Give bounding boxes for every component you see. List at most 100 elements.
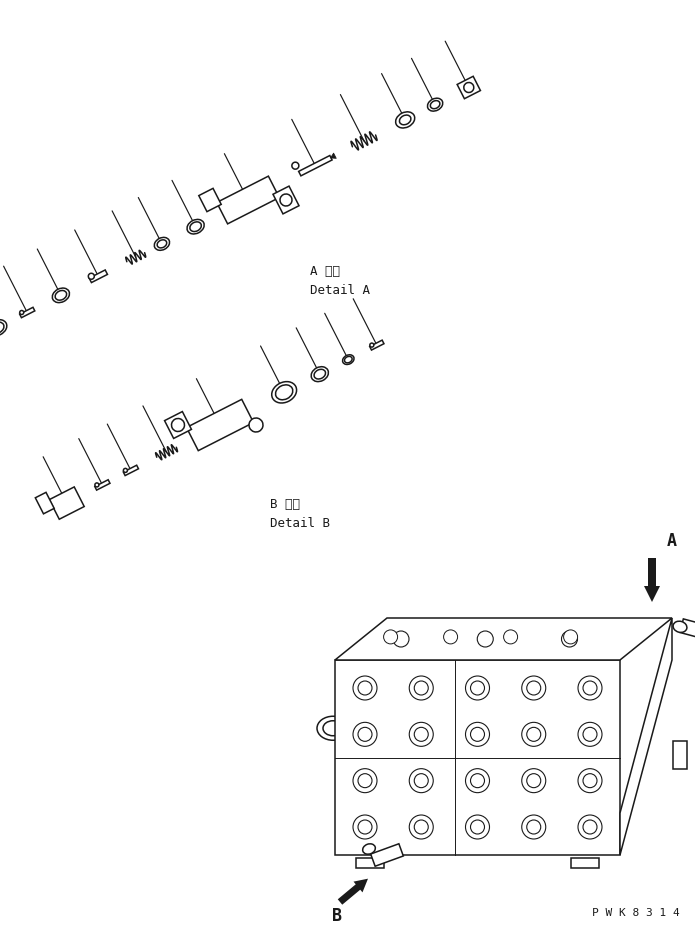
Circle shape [522, 723, 546, 746]
Polygon shape [680, 619, 695, 641]
Circle shape [562, 631, 578, 647]
Circle shape [466, 815, 489, 839]
Ellipse shape [400, 115, 411, 124]
Ellipse shape [427, 98, 443, 111]
Circle shape [414, 774, 428, 788]
Ellipse shape [187, 219, 204, 234]
Polygon shape [217, 176, 279, 224]
Circle shape [471, 774, 484, 788]
Circle shape [409, 768, 433, 793]
FancyArrow shape [338, 879, 368, 905]
Ellipse shape [292, 162, 299, 169]
Ellipse shape [345, 357, 352, 363]
Polygon shape [370, 843, 403, 866]
Circle shape [353, 815, 377, 839]
Circle shape [564, 630, 578, 644]
Ellipse shape [314, 370, 325, 379]
Ellipse shape [343, 355, 354, 364]
Polygon shape [123, 465, 138, 475]
Ellipse shape [395, 111, 415, 128]
Polygon shape [571, 858, 599, 868]
Circle shape [504, 630, 518, 644]
Circle shape [414, 681, 428, 695]
Circle shape [522, 768, 546, 793]
Polygon shape [331, 153, 336, 158]
Ellipse shape [272, 382, 297, 403]
FancyArrow shape [644, 558, 660, 602]
Circle shape [527, 681, 541, 695]
Polygon shape [335, 618, 672, 660]
Ellipse shape [190, 222, 202, 231]
Ellipse shape [363, 843, 375, 855]
Text: B: B [332, 907, 342, 925]
Polygon shape [299, 155, 332, 176]
Ellipse shape [430, 101, 440, 109]
Text: A 詳細
Detail A: A 詳細 Detail A [310, 265, 370, 297]
Polygon shape [620, 618, 672, 855]
Circle shape [471, 727, 484, 741]
Ellipse shape [55, 290, 67, 300]
Polygon shape [95, 480, 110, 490]
Polygon shape [186, 400, 254, 450]
Ellipse shape [88, 273, 95, 279]
Circle shape [471, 681, 484, 695]
Circle shape [414, 727, 428, 741]
Polygon shape [673, 740, 687, 768]
Circle shape [583, 774, 597, 788]
Circle shape [466, 723, 489, 746]
Polygon shape [370, 340, 384, 350]
Circle shape [393, 631, 409, 647]
Text: A: A [667, 532, 677, 550]
Polygon shape [49, 487, 84, 519]
Circle shape [471, 820, 484, 834]
Circle shape [466, 676, 489, 700]
Circle shape [578, 815, 602, 839]
Ellipse shape [323, 721, 343, 736]
Circle shape [578, 676, 602, 700]
Circle shape [578, 723, 602, 746]
Circle shape [527, 774, 541, 788]
Ellipse shape [52, 288, 70, 302]
Circle shape [583, 681, 597, 695]
Ellipse shape [19, 311, 24, 314]
Circle shape [358, 681, 372, 695]
Circle shape [578, 768, 602, 793]
Ellipse shape [280, 194, 292, 206]
Circle shape [522, 676, 546, 700]
Polygon shape [89, 270, 108, 283]
Circle shape [522, 815, 546, 839]
Circle shape [409, 676, 433, 700]
Polygon shape [19, 307, 35, 317]
Circle shape [583, 820, 597, 834]
Ellipse shape [464, 82, 474, 93]
Ellipse shape [172, 418, 184, 431]
Circle shape [409, 723, 433, 746]
Circle shape [527, 727, 541, 741]
Polygon shape [165, 412, 191, 438]
Ellipse shape [673, 622, 687, 633]
Ellipse shape [275, 385, 293, 400]
Ellipse shape [95, 483, 99, 487]
Circle shape [409, 815, 433, 839]
Polygon shape [356, 858, 384, 868]
Circle shape [358, 820, 372, 834]
Ellipse shape [370, 344, 374, 347]
Ellipse shape [311, 367, 329, 382]
Polygon shape [273, 186, 299, 214]
Circle shape [583, 727, 597, 741]
Polygon shape [335, 660, 620, 855]
Circle shape [477, 631, 493, 647]
Text: P W K 8 3 1 4: P W K 8 3 1 4 [592, 908, 680, 918]
Circle shape [527, 820, 541, 834]
Ellipse shape [154, 238, 170, 250]
Ellipse shape [249, 418, 263, 432]
Polygon shape [35, 492, 54, 514]
Text: B 詳細
Detail B: B 詳細 Detail B [270, 498, 330, 530]
Ellipse shape [317, 716, 349, 740]
Polygon shape [199, 188, 221, 212]
Circle shape [443, 630, 457, 644]
Circle shape [358, 774, 372, 788]
Ellipse shape [124, 468, 127, 473]
Circle shape [353, 676, 377, 700]
Circle shape [353, 768, 377, 793]
